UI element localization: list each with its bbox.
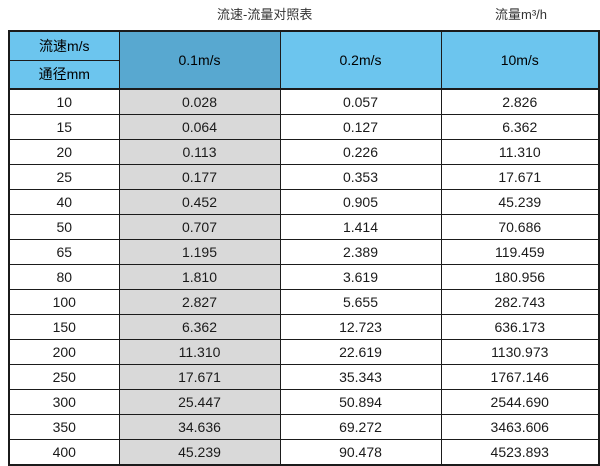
flow-10ms-cell: 6.362 [440,114,600,140]
flow-10ms-cell: 119.459 [440,239,600,265]
table-row: 40 0.452 0.905 45.239 [8,189,600,215]
table-row: 350 34.636 69.272 3463.606 [8,414,600,440]
diameter-cell: 65 [8,239,120,265]
diameter-cell: 25 [8,164,120,190]
flow-0.1ms-cell: 1.810 [118,264,281,290]
flow-0.2ms-cell: 0.127 [279,114,442,140]
header-speed-label: 流速m/s [8,30,120,61]
diameter-cell: 50 [8,214,120,240]
flow-0.1ms-cell: 25.447 [118,389,281,415]
flow-0.1ms-cell: 0.707 [118,214,281,240]
diameter-cell: 200 [8,339,120,365]
flow-0.2ms-cell: 0.226 [279,139,442,165]
header-col-0.1ms: 0.1m/s [118,30,281,90]
diameter-cell: 400 [8,439,120,466]
flow-0.2ms-cell: 0.353 [279,164,442,190]
table-row: 80 1.810 3.619 180.956 [8,264,600,290]
flow-rate-table: 流速m/s 0.1m/s 0.2m/s 10m/s 通径mm 10 0.028 … [8,30,600,466]
table-row: 100 2.827 5.655 282.743 [8,289,600,315]
diameter-cell: 15 [8,114,120,140]
flow-0.2ms-cell: 50.894 [279,389,442,415]
flow-0.2ms-cell: 69.272 [279,414,442,440]
table-row: 10 0.028 0.057 2.826 [8,88,600,115]
flow-0.2ms-cell: 0.905 [279,189,442,215]
table-row: 50 0.707 1.414 70.686 [8,214,600,240]
flow-10ms-cell: 45.239 [440,189,600,215]
flow-0.1ms-cell: 0.064 [118,114,281,140]
diameter-cell: 150 [8,314,120,340]
flow-0.2ms-cell: 35.343 [279,364,442,390]
flow-0.2ms-cell: 5.655 [279,289,442,315]
flow-0.1ms-cell: 45.239 [118,439,281,466]
diameter-cell: 10 [8,88,120,115]
table-row: 250 17.671 35.343 1767.146 [8,364,600,390]
flow-10ms-cell: 180.956 [440,264,600,290]
flow-10ms-cell: 2544.690 [440,389,600,415]
flow-0.2ms-cell: 22.619 [279,339,442,365]
flow-10ms-cell: 282.743 [440,289,600,315]
flow-10ms-cell: 3463.606 [440,414,600,440]
header-diameter-label: 通径mm [8,59,120,90]
table-row: 15 0.064 0.127 6.362 [8,114,600,140]
table-row: 25 0.177 0.353 17.671 [8,164,600,190]
flow-0.2ms-cell: 0.057 [279,88,442,115]
flow-0.1ms-cell: 34.636 [118,414,281,440]
table-header: 流速m/s 0.1m/s 0.2m/s 10m/s 通径mm [8,30,600,90]
flow-10ms-cell: 70.686 [440,214,600,240]
table-row: 400 45.239 90.478 4523.893 [8,439,600,466]
flow-10ms-cell: 11.310 [440,139,600,165]
flow-10ms-cell: 1767.146 [440,364,600,390]
flow-10ms-cell: 4523.893 [440,439,600,466]
flow-0.1ms-cell: 0.452 [118,189,281,215]
table-row: 200 11.310 22.619 1130.973 [8,339,600,365]
table-row: 20 0.113 0.226 11.310 [8,139,600,165]
table-row: 150 6.362 12.723 636.173 [8,314,600,340]
flow-0.2ms-cell: 12.723 [279,314,442,340]
flow-0.1ms-cell: 0.177 [118,164,281,190]
flow-0.1ms-cell: 6.362 [118,314,281,340]
table-row: 300 25.447 50.894 2544.690 [8,389,600,415]
flow-0.2ms-cell: 3.619 [279,264,442,290]
flow-0.1ms-cell: 0.113 [118,139,281,165]
diameter-cell: 80 [8,264,120,290]
flow-10ms-cell: 2.826 [440,88,600,115]
header-col-10ms: 10m/s [440,30,600,90]
diameter-cell: 300 [8,389,120,415]
flow-0.2ms-cell: 1.414 [279,214,442,240]
flow-10ms-cell: 17.671 [440,164,600,190]
flow-0.1ms-cell: 11.310 [118,339,281,365]
table-row: 65 1.195 2.389 119.459 [8,239,600,265]
flow-0.1ms-cell: 2.827 [118,289,281,315]
flow-0.2ms-cell: 2.389 [279,239,442,265]
flow-10ms-cell: 1130.973 [440,339,600,365]
flow-0.1ms-cell: 1.195 [118,239,281,265]
diameter-cell: 40 [8,189,120,215]
header-col-0.2ms: 0.2m/s [279,30,442,90]
diameter-cell: 100 [8,289,120,315]
table-body: 10 0.028 0.057 2.826 15 0.064 0.127 6.36… [8,88,600,466]
diameter-cell: 20 [8,139,120,165]
diameter-cell: 350 [8,414,120,440]
flow-10ms-cell: 636.173 [440,314,600,340]
table-title: 流速-流量对照表 [217,7,313,22]
flow-0.1ms-cell: 0.028 [118,88,281,115]
flow-0.1ms-cell: 17.671 [118,364,281,390]
flow-0.2ms-cell: 90.478 [279,439,442,466]
flow-unit-label: 流量m³/h [495,7,548,22]
diameter-cell: 250 [8,364,120,390]
